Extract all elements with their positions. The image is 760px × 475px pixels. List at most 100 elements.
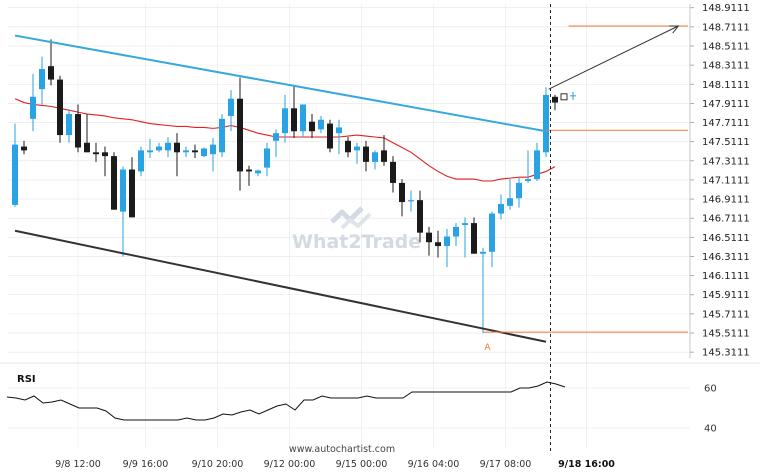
candle	[471, 217, 477, 254]
candle	[21, 140, 27, 155]
candle	[435, 230, 441, 258]
price-tick-label: 146.9111	[702, 195, 750, 206]
candle	[39, 56, 45, 105]
price-tick-label: 145.5111	[702, 329, 750, 340]
candle	[426, 226, 432, 256]
candle-body	[129, 169, 135, 218]
price-tick-label: 145.3111	[702, 348, 750, 359]
candle	[543, 87, 549, 158]
time-tick-label: 9/16 04:00	[408, 459, 460, 470]
candle-body	[183, 150, 189, 153]
candle-body	[57, 79, 63, 136]
candle	[453, 223, 459, 247]
candle	[147, 138, 153, 159]
candle	[165, 136, 171, 158]
candle	[318, 115, 324, 134]
candle	[129, 157, 135, 218]
candle	[390, 156, 396, 193]
candle-body	[489, 213, 495, 252]
candle-body	[174, 142, 180, 153]
candle-body	[435, 242, 441, 247]
candle-body	[75, 114, 81, 148]
candle-body	[309, 121, 315, 132]
candle	[210, 137, 216, 172]
candle-body	[363, 146, 369, 162]
time-tick-label: 9/15 00:00	[336, 459, 388, 470]
candle	[174, 133, 180, 177]
rsi-line	[6, 381, 566, 421]
candle	[111, 152, 117, 210]
candle-body	[534, 150, 540, 180]
candle	[183, 146, 189, 158]
candle	[408, 190, 414, 212]
price-tick-label: 147.3111	[702, 156, 750, 167]
candle-body	[417, 200, 423, 233]
candle	[138, 146, 144, 177]
price-tick-label: 148.5111	[702, 41, 750, 52]
candle-body	[498, 203, 504, 214]
candle-body	[552, 96, 558, 103]
candle	[102, 146, 108, 177]
candle	[84, 114, 90, 153]
candle-body	[300, 104, 306, 132]
price-tick-label: 147.1111	[702, 175, 750, 186]
candle-body	[354, 146, 360, 151]
candle	[354, 142, 360, 164]
candle	[309, 114, 315, 138]
watermark-logo-icon	[330, 206, 372, 230]
candle-body	[516, 182, 522, 199]
candle-body	[318, 119, 324, 130]
candle	[282, 94, 288, 143]
candle-body	[291, 108, 297, 132]
watermark-text: What2Trade	[292, 231, 421, 253]
candle-body	[219, 118, 225, 153]
candle-body	[228, 98, 234, 116]
candle	[75, 104, 81, 153]
candle	[12, 123, 18, 207]
candle-body	[93, 152, 99, 155]
candle	[516, 177, 522, 208]
candle-body	[408, 200, 414, 202]
time-tick-label: 9/8 12:00	[55, 459, 101, 470]
candle	[48, 39, 54, 86]
candle-body	[273, 133, 279, 141]
candle-body	[381, 150, 387, 162]
candle	[237, 77, 243, 191]
candle-body	[336, 127, 342, 134]
candle-body	[426, 232, 432, 243]
candle-body	[507, 198, 513, 206]
candle-body	[66, 114, 72, 136]
candle-body	[102, 152, 108, 157]
candle-body	[138, 150, 144, 172]
candle	[93, 142, 99, 162]
candle	[372, 150, 378, 170]
candle-body	[84, 142, 90, 153]
candle-body	[345, 140, 351, 153]
price-tick-label: 147.5111	[702, 137, 750, 148]
pattern-lines: A	[14, 4, 688, 454]
price-tick-label: 147.9111	[702, 99, 750, 110]
price-tick-label: 145.7111	[702, 309, 750, 320]
candle-body	[525, 179, 531, 181]
rsi-tick-label: 60	[704, 384, 717, 395]
candle-body	[372, 152, 378, 162]
candle-body	[246, 169, 252, 172]
candle-body	[120, 169, 126, 212]
footer-source: www.autochartist.com	[289, 444, 395, 455]
candle-body	[39, 69, 45, 90]
candle-body	[165, 142, 171, 151]
candle-body	[156, 146, 162, 151]
price-tick-label: 148.1111	[702, 80, 750, 91]
candle-body	[282, 108, 288, 134]
grid	[8, 4, 690, 448]
candle	[363, 140, 369, 172]
candle	[462, 217, 468, 258]
candle-body	[327, 123, 333, 149]
candle	[66, 109, 72, 143]
rsi-tick-label: 40	[704, 424, 717, 435]
candle-body	[264, 148, 270, 168]
candle	[228, 90, 234, 132]
rsi-label: RSI	[17, 374, 36, 385]
price-tick-label: 146.5111	[702, 233, 750, 244]
